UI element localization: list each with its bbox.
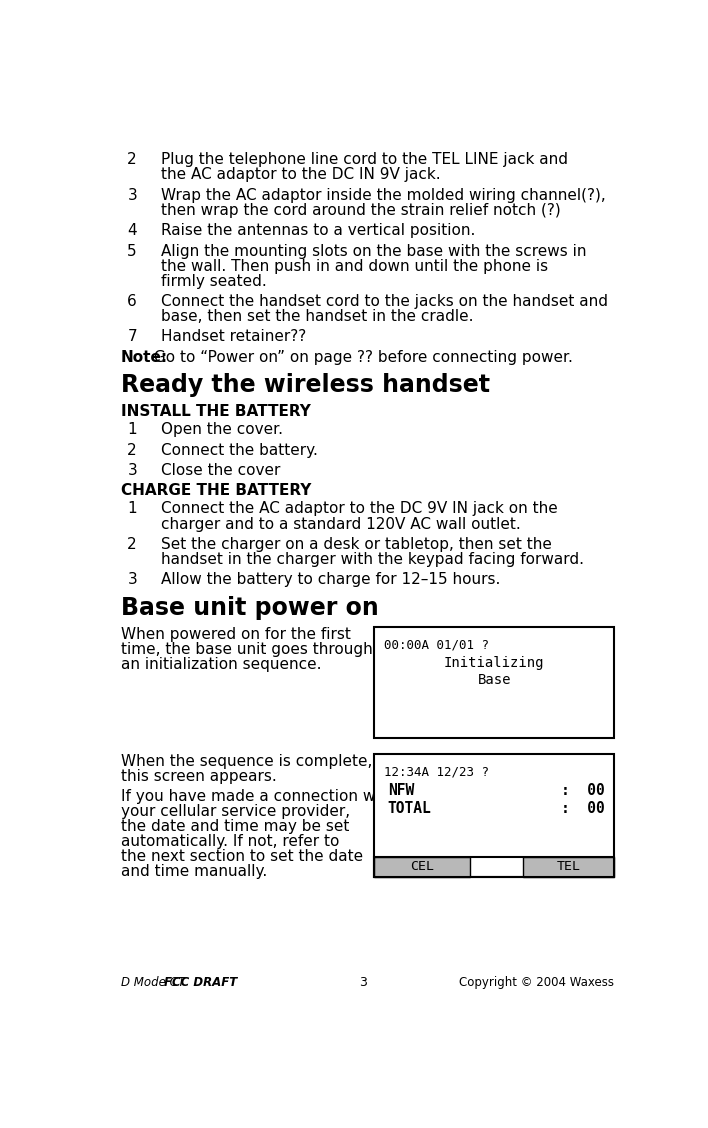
Text: D Mode CT: D Mode CT <box>121 976 189 989</box>
Text: CEL: CEL <box>411 860 435 873</box>
Text: Wrap the AC adaptor inside the molded wiring channel(?),: Wrap the AC adaptor inside the molded wi… <box>161 187 606 203</box>
Text: When powered on for the first: When powered on for the first <box>121 627 351 642</box>
Text: Handset retainer??: Handset retainer?? <box>161 329 307 344</box>
Text: Plug the telephone line cord to the TEL LINE jack and: Plug the telephone line cord to the TEL … <box>161 152 569 167</box>
Bar <box>375 627 614 738</box>
Text: charger and to a standard 120V AC wall outlet.: charger and to a standard 120V AC wall o… <box>161 517 521 531</box>
Text: the AC adaptor to the DC IN 9V jack.: the AC adaptor to the DC IN 9V jack. <box>161 167 441 183</box>
Text: and time manually.: and time manually. <box>121 864 268 879</box>
Text: Ready the wireless handset: Ready the wireless handset <box>121 373 490 397</box>
Text: TEL: TEL <box>556 860 581 873</box>
Text: 5: 5 <box>127 244 137 258</box>
Text: 3: 3 <box>127 572 137 588</box>
Text: CHARGE THE BATTERY: CHARGE THE BATTERY <box>121 484 312 499</box>
Text: Allow the battery to charge for 12–15 hours.: Allow the battery to charge for 12–15 ho… <box>161 572 501 588</box>
Text: Base unit power on: Base unit power on <box>121 596 379 619</box>
Bar <box>375 857 470 876</box>
Text: Open the cover.: Open the cover. <box>161 422 283 438</box>
Text: 3: 3 <box>127 187 137 203</box>
Text: Raise the antennas to a vertical position.: Raise the antennas to a vertical positio… <box>161 223 476 238</box>
Text: your cellular service provider,: your cellular service provider, <box>121 804 350 819</box>
Text: the date and time may be set: the date and time may be set <box>121 819 350 834</box>
Text: the next section to set the date: the next section to set the date <box>121 849 363 864</box>
Text: Initializing: Initializing <box>444 655 544 670</box>
Text: 3: 3 <box>127 462 137 478</box>
Text: 2: 2 <box>127 442 137 458</box>
Text: an initialization sequence.: an initialization sequence. <box>121 656 321 671</box>
Text: 12:34A 12/23 ?: 12:34A 12/23 ? <box>384 765 489 778</box>
Text: the wall. Then push in and down until the phone is: the wall. Then push in and down until th… <box>161 258 549 274</box>
Text: 7: 7 <box>127 329 137 344</box>
Text: time, the base unit goes through: time, the base unit goes through <box>121 642 373 656</box>
Text: :  00: : 00 <box>561 801 605 817</box>
Text: handset in the charger with the keypad facing forward.: handset in the charger with the keypad f… <box>161 552 584 567</box>
Text: INSTALL THE BATTERY: INSTALL THE BATTERY <box>121 404 311 420</box>
Text: this screen appears.: this screen appears. <box>121 768 277 784</box>
Text: Note:: Note: <box>121 350 169 364</box>
Text: 00:00A 01/01 ?: 00:00A 01/01 ? <box>384 638 489 651</box>
Text: 6: 6 <box>127 294 137 309</box>
Text: Base: Base <box>477 672 511 687</box>
Text: 3: 3 <box>359 976 367 989</box>
Text: firmly seated.: firmly seated. <box>161 274 267 289</box>
Text: NFW: NFW <box>388 783 414 797</box>
Bar <box>375 754 614 876</box>
Text: If you have made a connection with: If you have made a connection with <box>121 790 395 804</box>
Text: Copyright © 2004 Waxess: Copyright © 2004 Waxess <box>459 976 614 989</box>
Bar <box>375 857 614 876</box>
Text: 2: 2 <box>127 537 137 552</box>
Text: Connect the handset cord to the jacks on the handset and: Connect the handset cord to the jacks on… <box>161 294 608 309</box>
Text: 4: 4 <box>127 223 137 238</box>
Text: then wrap the cord around the strain relief notch (?): then wrap the cord around the strain rel… <box>161 203 561 218</box>
Text: FCC DRAFT: FCC DRAFT <box>164 976 238 989</box>
Text: Align the mounting slots on the base with the screws in: Align the mounting slots on the base wit… <box>161 244 587 258</box>
Text: Close the cover: Close the cover <box>161 462 281 478</box>
Text: Go to “Power on” on page ?? before connecting power.: Go to “Power on” on page ?? before conne… <box>149 350 573 364</box>
Text: base, then set the handset in the cradle.: base, then set the handset in the cradle… <box>161 309 474 324</box>
Text: 2: 2 <box>127 152 137 167</box>
Text: Set the charger on a desk or tabletop, then set the: Set the charger on a desk or tabletop, t… <box>161 537 552 552</box>
Text: 1: 1 <box>127 422 137 438</box>
Text: When the sequence is complete,: When the sequence is complete, <box>121 754 372 768</box>
Text: Connect the AC adaptor to the DC 9V IN jack on the: Connect the AC adaptor to the DC 9V IN j… <box>161 502 558 517</box>
Text: TOTAL: TOTAL <box>388 801 431 817</box>
Text: 1: 1 <box>127 502 137 517</box>
Text: Connect the battery.: Connect the battery. <box>161 442 318 458</box>
Bar <box>523 857 614 876</box>
Text: :  00: : 00 <box>561 783 605 797</box>
Text: automatically. If not, refer to: automatically. If not, refer to <box>121 834 339 849</box>
